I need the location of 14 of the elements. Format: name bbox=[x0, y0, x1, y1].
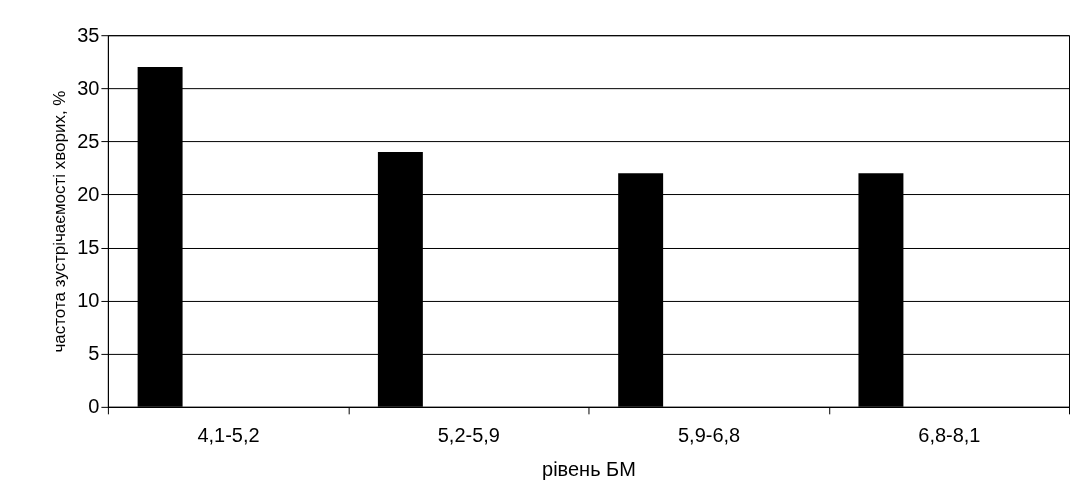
x-tick-label: 6,8-8,1 bbox=[918, 424, 981, 447]
y-tick-label: 25 bbox=[77, 129, 100, 152]
x-tick-label: 5,9-6,8 bbox=[678, 424, 741, 447]
y-tick-label: 20 bbox=[77, 182, 100, 205]
y-tick-label: 30 bbox=[77, 76, 100, 99]
y-tick-label: 0 bbox=[88, 395, 100, 418]
y-tick-label: 35 bbox=[77, 23, 100, 46]
y-tick-label: 15 bbox=[77, 236, 100, 259]
y-axis-title: частота зустрічаємості хворих, % bbox=[50, 90, 70, 353]
y-tick-label: 10 bbox=[77, 289, 100, 312]
y-tick-label: 5 bbox=[88, 342, 100, 365]
x-tick-label: 4,1-5,2 bbox=[197, 424, 260, 447]
x-axis-title: рівень БМ bbox=[542, 458, 636, 481]
x-tick-label: 5,2-5,9 bbox=[437, 424, 500, 447]
